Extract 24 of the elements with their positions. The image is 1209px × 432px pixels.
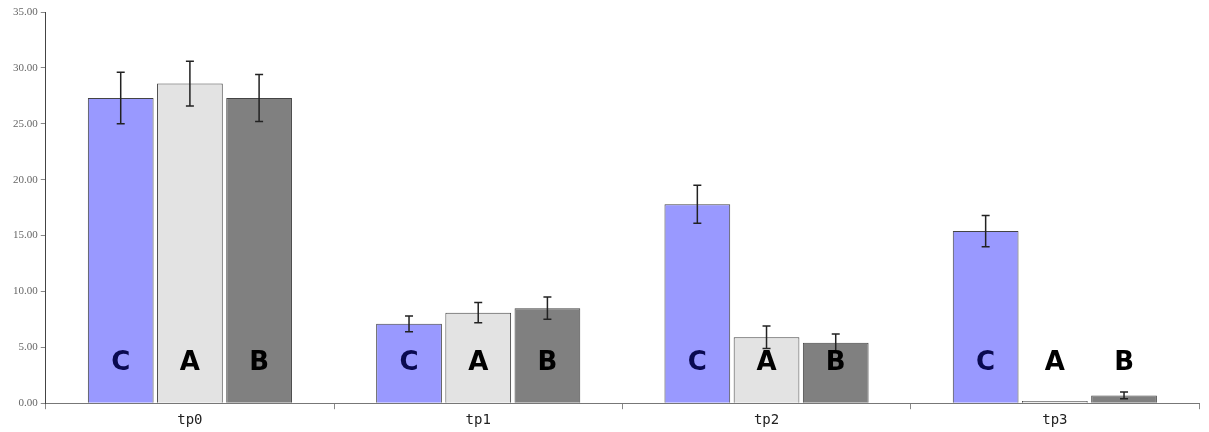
- text: B: [537, 345, 558, 376]
- y-tick-label: 25.00: [13, 116, 39, 129]
- x-tick-label: tp2: [753, 411, 780, 428]
- text: C: [976, 345, 996, 376]
- series-label: A: [756, 345, 777, 376]
- text: B: [1114, 345, 1134, 376]
- y-tick-label: 10.00: [13, 284, 39, 297]
- y-tick-label: 20.00: [13, 172, 39, 185]
- x-tick-label: tp0: [177, 411, 203, 428]
- y-tick-label: 35.00: [13, 4, 39, 17]
- text: A: [468, 345, 489, 376]
- series-label: B: [825, 345, 846, 376]
- series-label: C: [399, 345, 419, 376]
- y-tick-label: 15.00: [13, 228, 39, 241]
- text: C: [111, 345, 131, 376]
- y-tick-label: 5.00: [18, 340, 39, 353]
- text: A: [179, 345, 200, 376]
- x-tick-label: tp3: [1042, 411, 1068, 428]
- y-tick-label: 0.00: [18, 396, 39, 409]
- text: B: [249, 345, 270, 376]
- text: C: [687, 345, 707, 376]
- text: A: [1044, 345, 1065, 376]
- y-tick-label: 30.00: [13, 60, 39, 73]
- x-tick-label: tp1: [465, 411, 491, 428]
